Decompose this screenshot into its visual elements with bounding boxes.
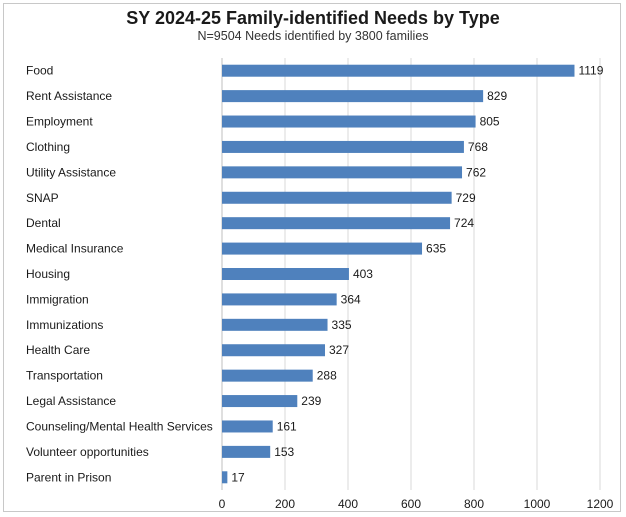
category-label: Dental <box>26 216 61 230</box>
x-tick-label: 200 <box>275 497 295 511</box>
x-tick-label: 1200 <box>587 497 614 511</box>
bar <box>222 90 484 103</box>
category-label: SNAP <box>26 191 59 205</box>
data-label: 161 <box>277 419 297 433</box>
data-label: 805 <box>480 115 500 129</box>
chart-frame <box>3 3 621 512</box>
category-label: Health Care <box>26 343 90 357</box>
bar <box>222 369 313 382</box>
data-label: 288 <box>317 369 337 383</box>
x-tick-label: 1000 <box>524 497 551 511</box>
data-label: 724 <box>454 216 474 230</box>
bar <box>222 140 464 153</box>
category-label: Volunteer opportunities <box>26 445 149 459</box>
bar <box>222 217 451 230</box>
category-label: Utility Assistance <box>26 165 116 179</box>
category-label: Housing <box>26 267 70 281</box>
data-label: 17 <box>231 470 245 484</box>
x-tick-label: 0 <box>219 497 226 511</box>
bar <box>222 395 298 408</box>
bar <box>222 471 228 484</box>
data-label: 327 <box>329 343 349 357</box>
category-label: Immunizations <box>26 318 103 332</box>
category-label: Immigration <box>26 292 89 306</box>
chart-subtitle: N=9504 Needs identified by 3800 families <box>197 29 429 43</box>
category-label: Employment <box>26 115 93 129</box>
bar <box>222 445 271 458</box>
x-tick-label: 600 <box>401 497 421 511</box>
data-label: 1119 <box>578 64 603 78</box>
data-label: 335 <box>332 318 352 332</box>
category-label: Clothing <box>26 140 70 154</box>
category-label: Legal Assistance <box>26 394 116 408</box>
data-label: 239 <box>301 394 321 408</box>
category-label: Parent in Prison <box>26 470 111 484</box>
chart-title: SY 2024-25 Family-identified Needs by Ty… <box>126 8 500 28</box>
bar <box>222 318 328 331</box>
x-tick-label: 400 <box>338 497 358 511</box>
bar <box>222 344 326 357</box>
category-label: Medical Insurance <box>26 242 124 256</box>
bar <box>222 293 337 306</box>
data-label: 829 <box>487 89 507 103</box>
data-label: 635 <box>426 242 446 256</box>
bar <box>222 191 452 204</box>
data-label: 153 <box>274 445 294 459</box>
bar <box>222 166 463 179</box>
data-label: 762 <box>466 165 486 179</box>
bar <box>222 420 273 433</box>
bar <box>222 115 476 128</box>
bar <box>222 64 575 77</box>
category-label: Counseling/Mental Health Services <box>26 419 213 433</box>
bar <box>222 268 349 280</box>
data-label: 403 <box>353 267 373 281</box>
data-label: 768 <box>468 140 488 154</box>
x-tick-label: 800 <box>464 497 484 511</box>
category-label: Transportation <box>26 369 103 383</box>
category-label: Rent Assistance <box>26 89 112 103</box>
data-label: 364 <box>341 292 361 306</box>
category-label: Food <box>26 64 53 78</box>
data-label: 729 <box>456 191 476 205</box>
bar <box>222 242 423 255</box>
